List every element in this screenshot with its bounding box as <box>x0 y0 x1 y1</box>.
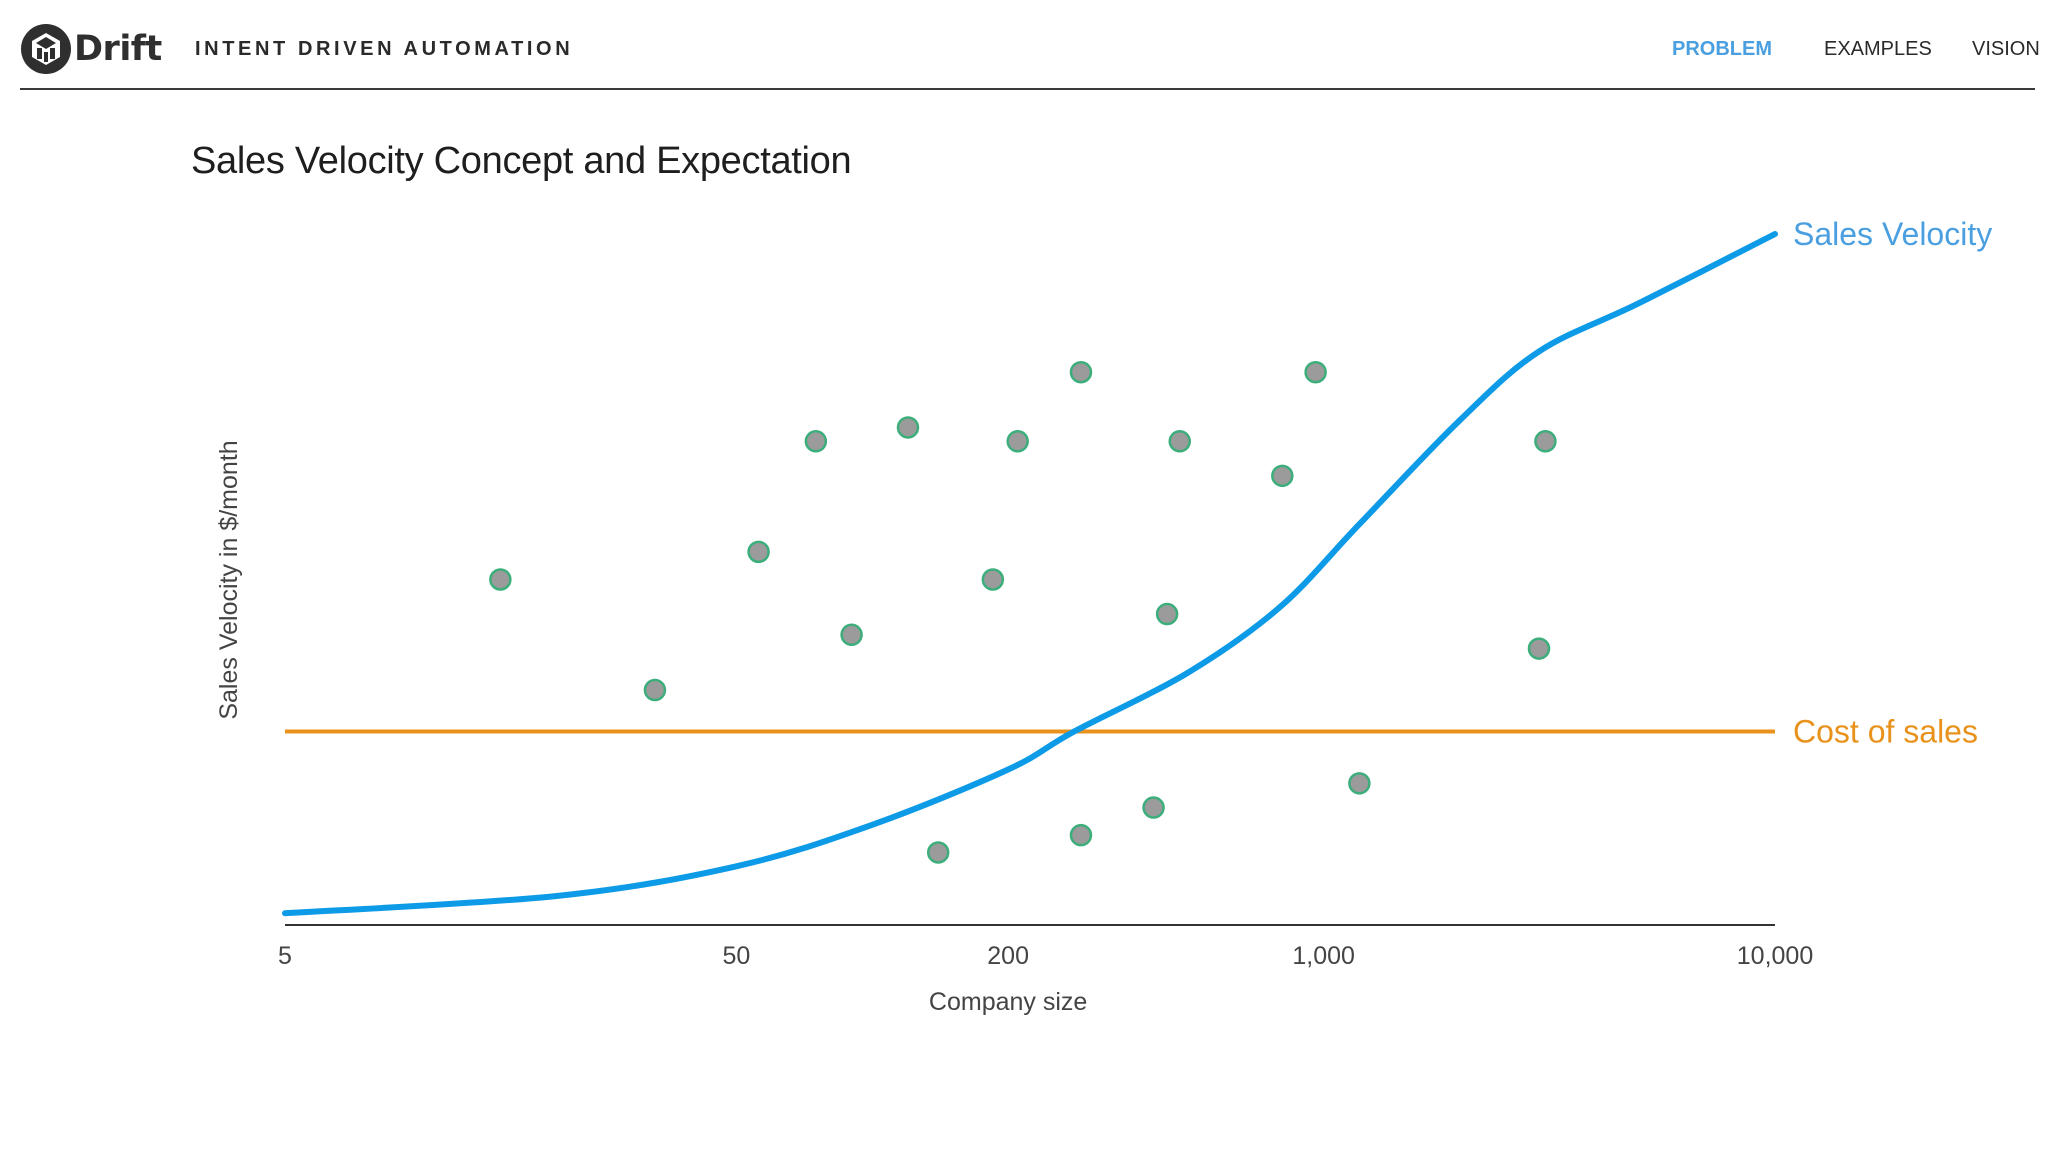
scatter-point <box>1155 602 1179 626</box>
scatter-point <box>643 678 667 702</box>
cost-of-sales-series-label: Cost of sales <box>1793 714 1978 750</box>
x-tick-label: 200 <box>987 942 1029 970</box>
scatter-point <box>489 568 512 591</box>
x-tick-labels: 5 50 200 1,000 10,000 <box>278 942 1813 970</box>
scatter-point <box>1527 637 1551 660</box>
top-navigation-bar: Drift INTENT DRIVEN AUTOMATION PROBLEM E… <box>20 0 2040 90</box>
x-tick-label: 50 <box>722 942 750 970</box>
nav-problem[interactable]: PROBLEM <box>1672 38 1772 60</box>
scatter-point <box>1142 796 1165 819</box>
scatter-point <box>1534 430 1557 453</box>
drift-logo-icon <box>21 24 71 74</box>
nav-vision[interactable]: VISION <box>1972 38 2040 60</box>
scatter-point <box>1069 360 1093 384</box>
scatter-point <box>896 416 920 439</box>
x-tick-label: 1,000 <box>1292 942 1355 970</box>
scatter-point <box>1006 430 1029 453</box>
scatter-point <box>1168 430 1191 453</box>
sales-velocity-line <box>282 231 1778 917</box>
scatter-point <box>1348 772 1371 795</box>
x-tick-label: 5 <box>278 942 292 970</box>
scatter-point <box>747 540 770 564</box>
page-title: Sales Velocity Concept and Expectation <box>191 140 852 182</box>
brand-name: Drift <box>74 29 162 69</box>
scatter-point <box>840 623 863 647</box>
tagline: INTENT DRIVEN AUTOMATION <box>195 38 574 60</box>
brand-logo[interactable]: Drift <box>20 22 162 76</box>
scatter-point <box>981 568 1005 591</box>
nav-examples[interactable]: EXAMPLES <box>1824 38 1932 60</box>
scatter-point <box>1271 464 1294 488</box>
scatter-point <box>804 430 828 453</box>
x-tick-label: 10,000 <box>1737 942 1813 970</box>
x-axis-label: Company size <box>929 988 1087 1016</box>
y-axis-label: Sales Velocity in $/month <box>215 440 243 719</box>
scatter-point <box>1069 823 1093 847</box>
series-layer <box>282 231 1778 917</box>
sales-velocity-series-label: Sales Velocity <box>1793 216 1992 252</box>
scatter-points <box>489 360 1557 864</box>
scatter-point <box>1304 360 1327 384</box>
scatter-point <box>926 841 950 864</box>
